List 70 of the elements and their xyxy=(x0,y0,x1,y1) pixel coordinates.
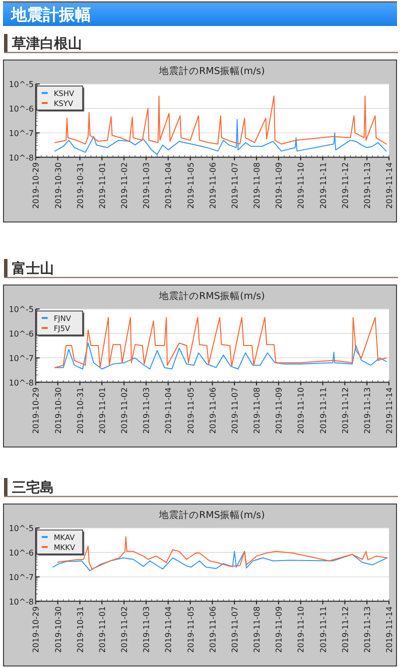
x-tick-label: 2019-10-30 xyxy=(54,606,63,653)
x-tick-label: 2019-11-11 xyxy=(318,162,328,209)
y-tick-label: 10^-8 xyxy=(8,597,34,606)
x-tick-label: 2019-10-30 xyxy=(54,162,63,209)
x-tick-label: 2019-10-29 xyxy=(32,606,41,653)
x-tick-label: 2019-11-05 xyxy=(186,387,196,434)
x-tick-label: 2019-11-07 xyxy=(230,387,240,434)
x-tick-label: 2019-11-09 xyxy=(274,387,284,434)
x-tick-label: 2019-11-01 xyxy=(98,606,107,653)
chart-subtitle: 富士山 xyxy=(12,260,54,277)
x-tick-label: 2019-11-12 xyxy=(340,162,350,209)
x-tick-label: 2019-11-04 xyxy=(164,387,174,434)
x-tick-label: 2019-11-02 xyxy=(120,387,130,434)
x-tick-label: 2019-10-31 xyxy=(76,162,85,209)
x-tick-label: 2019-11-07 xyxy=(230,162,240,209)
y-tick-label: 10^-6 xyxy=(8,548,34,558)
x-tick-label: 2019-11-12 xyxy=(340,387,350,434)
x-tick-label: 2019-11-14 xyxy=(385,606,394,653)
x-tick-label: 2019-11-08 xyxy=(252,606,262,653)
y-tick-label: 10^-5 xyxy=(8,305,34,314)
x-tick-label: 2019-11-07 xyxy=(230,606,240,653)
x-tick-label: 2019-11-03 xyxy=(142,387,152,434)
x-tick-label: 2019-11-06 xyxy=(208,606,218,653)
x-tick-label: 2019-11-06 xyxy=(208,162,218,209)
x-tick-label: 2019-11-13 xyxy=(362,162,372,209)
x-tick-label: 2019-11-04 xyxy=(164,606,174,653)
chart-subtitle: 三宅島 xyxy=(12,479,54,496)
x-tick-label: 2019-11-10 xyxy=(296,387,306,434)
y-tick-label: 10^-7 xyxy=(8,354,34,363)
x-tick-label: 2019-10-30 xyxy=(54,387,63,434)
x-tick-label: 2019-11-11 xyxy=(318,387,328,434)
x-tick-label: 2019-11-06 xyxy=(208,387,218,434)
x-tick-label: 2019-11-09 xyxy=(274,162,284,209)
x-tick-label: 2019-11-05 xyxy=(186,606,196,653)
x-tick-label: 2019-11-08 xyxy=(252,162,262,209)
y-tick-label: 10^-7 xyxy=(8,572,34,582)
y-tick-label: 10^-8 xyxy=(8,378,34,388)
x-tick-label: 2019-11-11 xyxy=(318,606,328,653)
y-tick-label: 10^-5 xyxy=(8,524,34,533)
x-tick-label: 2019-11-01 xyxy=(98,162,107,209)
x-tick-label: 2019-10-29 xyxy=(32,387,41,434)
y-tick-label: 10^-5 xyxy=(8,80,34,89)
chart-title: 地震計のRMS振幅(m/s) xyxy=(158,65,265,77)
chart-title: 地震計のRMS振幅(m/s) xyxy=(158,509,265,521)
x-tick-label: 2019-11-08 xyxy=(252,387,262,434)
x-tick-label: 2019-11-03 xyxy=(142,162,152,209)
x-tick-label: 2019-11-13 xyxy=(362,606,372,653)
x-tick-label: 2019-11-02 xyxy=(120,606,130,653)
x-tick-label: 2019-11-05 xyxy=(186,162,196,209)
y-tick-label: 10^-6 xyxy=(8,329,34,338)
x-tick-label: 2019-11-14 xyxy=(385,162,394,209)
x-tick-label: 2019-11-12 xyxy=(340,606,350,653)
x-tick-label: 2019-11-09 xyxy=(274,606,284,653)
x-tick-label: 2019-11-14 xyxy=(385,387,394,434)
chart-title: 地震計のRMS振幅(m/s) xyxy=(158,290,265,302)
y-tick-label: 10^-6 xyxy=(8,104,34,114)
x-tick-label: 2019-11-02 xyxy=(120,162,130,209)
x-tick-label: 2019-11-10 xyxy=(296,606,306,653)
y-tick-label: 10^-7 xyxy=(8,128,34,138)
chart-subtitle: 草津白根山 xyxy=(11,36,82,52)
x-tick-label: 2019-11-04 xyxy=(164,162,174,209)
text: 地震計振幅 xyxy=(10,5,91,24)
x-tick-label: 2019-10-31 xyxy=(76,387,85,434)
x-tick-label: 2019-10-29 xyxy=(32,162,41,209)
x-tick-label: 2019-11-03 xyxy=(142,606,152,653)
x-tick-label: 2019-10-31 xyxy=(76,606,85,653)
y-tick-label: 10^-8 xyxy=(8,153,34,162)
x-tick-label: 2019-11-10 xyxy=(296,162,306,209)
x-tick-label: 2019-11-13 xyxy=(362,387,372,434)
x-tick-label: 2019-11-01 xyxy=(98,387,107,434)
